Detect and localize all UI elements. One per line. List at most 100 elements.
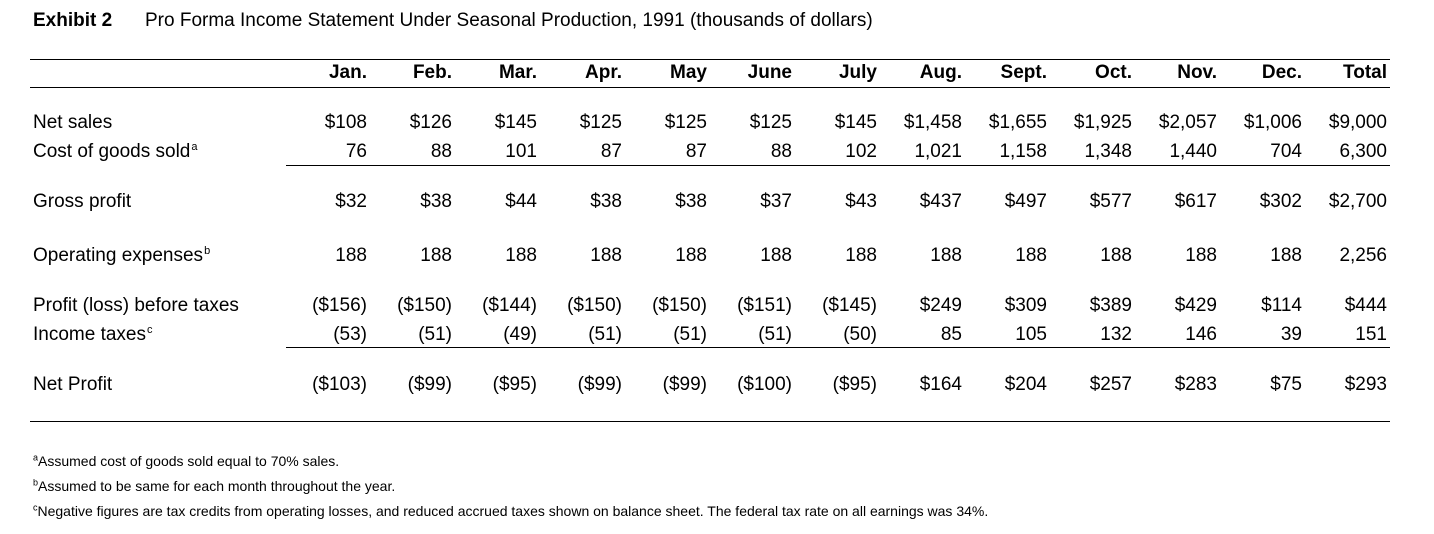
table-cell: (49) — [503, 324, 537, 345]
table-cell: $145 — [834, 112, 877, 133]
table-cell: $32 — [335, 191, 367, 212]
row-label-text: Gross profit — [33, 191, 132, 212]
table-cell: 87 — [685, 141, 707, 162]
table-cell: ($100) — [737, 374, 792, 395]
table-cell: ($145) — [822, 295, 877, 316]
table-cell: $2,057 — [1158, 112, 1217, 133]
table-cell: ($156) — [312, 295, 367, 316]
table-cell: 1,348 — [1084, 141, 1132, 162]
column-header: Nov. — [1177, 62, 1217, 83]
table-cell: 188 — [675, 245, 707, 266]
footnote-b: bAssumed to be same for each month throu… — [33, 478, 395, 494]
table-cell: $38 — [420, 191, 452, 212]
table-cell: 188 — [1270, 245, 1302, 266]
column-header: Mar. — [498, 62, 537, 83]
table-cell: 2,256 — [1339, 245, 1387, 266]
table-cell: $2,700 — [1328, 191, 1387, 212]
table-cell: 188 — [930, 245, 962, 266]
table-cell: (53) — [333, 324, 367, 345]
footnote-text: Negative figures are tax credits from op… — [37, 503, 989, 519]
table-cell: $204 — [1004, 374, 1047, 395]
table-cell: $125 — [749, 112, 792, 133]
column-header: Total — [1343, 62, 1387, 83]
table-cell: 101 — [505, 141, 537, 162]
column-header: Feb. — [412, 62, 452, 83]
row-label: Gross profit — [33, 191, 131, 213]
table-cell: (51) — [588, 324, 622, 345]
table-cell: 188 — [845, 245, 877, 266]
table-cell: $37 — [760, 191, 792, 212]
table-cell: $1,458 — [903, 112, 962, 133]
table-cell: $75 — [1270, 374, 1302, 395]
column-header: Dec. — [1261, 62, 1302, 83]
table-top-rule — [30, 59, 1390, 60]
table-cell: $38 — [675, 191, 707, 212]
column-header: July — [838, 62, 877, 83]
table-cell: $1,925 — [1073, 112, 1132, 133]
table-cell: 88 — [770, 141, 792, 162]
column-header: Oct. — [1095, 62, 1132, 83]
table-cell: $389 — [1089, 295, 1132, 316]
row-label-text: Operating expenses — [33, 245, 204, 266]
table-cell: $43 — [845, 191, 877, 212]
table-cell: ($95) — [832, 374, 877, 395]
table-cell: $1,655 — [988, 112, 1047, 133]
table-cell: $617 — [1174, 191, 1217, 212]
table-cell: ($103) — [312, 374, 367, 395]
footnote-text: Assumed cost of goods sold equal to 70% … — [38, 453, 340, 469]
footnote-mark: c — [33, 502, 38, 513]
footnote-text: Assumed to be same for each month throug… — [38, 478, 396, 494]
table-cell: $145 — [494, 112, 537, 133]
table-cell: ($99) — [577, 374, 622, 395]
footnote-a: aAssumed cost of goods sold equal to 70%… — [33, 453, 339, 469]
column-header: Aug. — [919, 62, 962, 83]
row-label: Net Profit — [33, 374, 112, 396]
table-bottom-rule — [30, 421, 1390, 422]
table-cell: 1,158 — [999, 141, 1047, 162]
exhibit-title: Pro Forma Income Statement Under Seasona… — [145, 10, 873, 31]
table-cell: $444 — [1344, 295, 1387, 316]
table-cell: $429 — [1174, 295, 1217, 316]
table-cell: $9,000 — [1328, 112, 1387, 133]
column-header: Jan. — [328, 62, 367, 83]
table-cell: $125 — [664, 112, 707, 133]
table-cell: (50) — [843, 324, 877, 345]
table-cell: ($150) — [397, 295, 452, 316]
exhibit-title-bar: Exhibit 2 Pro Forma Income Statement Unde… — [33, 10, 873, 32]
cogs-underline — [286, 165, 1390, 166]
table-cell: 188 — [1100, 245, 1132, 266]
table-cell: 188 — [590, 245, 622, 266]
table-cell: 6,300 — [1339, 141, 1387, 162]
footnote-marker: b — [204, 244, 211, 257]
table-cell: 85 — [940, 324, 962, 345]
table-cell: 188 — [420, 245, 452, 266]
header-bottom-rule — [30, 87, 1390, 88]
table-cell: ($151) — [737, 295, 792, 316]
column-header: May — [670, 62, 707, 83]
table-cell: 87 — [600, 141, 622, 162]
table-cell: ($95) — [492, 374, 537, 395]
table-cell: 1,440 — [1169, 141, 1217, 162]
row-label: Cost of goods solda — [33, 141, 198, 163]
table-cell: 39 — [1280, 324, 1302, 345]
table-cell: $497 — [1004, 191, 1047, 212]
footnote-mark: b — [33, 477, 39, 488]
table-cell: ($150) — [567, 295, 622, 316]
table-cell: $126 — [409, 112, 452, 133]
table-cell: 1,021 — [914, 141, 962, 162]
table-cell: 188 — [760, 245, 792, 266]
table-cell: 76 — [345, 141, 367, 162]
table-cell: $577 — [1089, 191, 1132, 212]
row-label: Net sales — [33, 112, 112, 134]
row-label: Income taxesc — [33, 324, 153, 346]
table-cell: $257 — [1089, 374, 1132, 395]
table-cell: ($99) — [662, 374, 707, 395]
footnote-marker: a — [191, 140, 198, 153]
footnote-mark: a — [33, 452, 39, 463]
table-cell: 102 — [845, 141, 877, 162]
row-label-text: Income taxes — [33, 324, 146, 345]
table-cell: 188 — [335, 245, 367, 266]
column-header: June — [747, 62, 792, 83]
footnote-c: cNegative figures are tax credits from o… — [33, 503, 988, 519]
row-label-text: Net sales — [33, 112, 113, 133]
